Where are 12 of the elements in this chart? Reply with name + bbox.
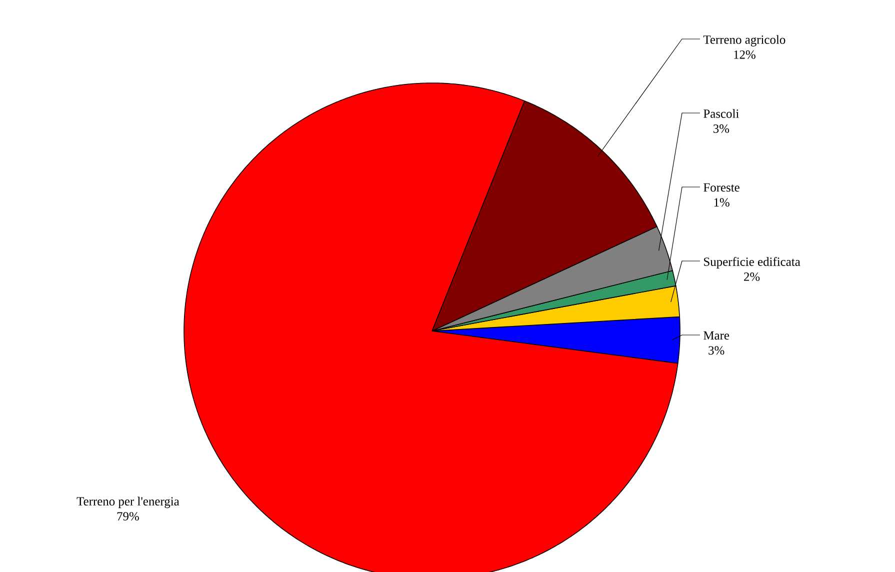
slice-label: Foreste [704, 183, 740, 192]
data-label: 3% [708, 346, 724, 355]
data-label: 2% [744, 272, 760, 281]
data-label: 12% [734, 50, 756, 59]
data-label: 79% [117, 512, 139, 521]
slice-label: Terreno agricolo [703, 35, 786, 46]
slice-label: Terreno per l'energia [76, 496, 180, 508]
slice-label: Mare [704, 331, 730, 340]
data-label: 3% [713, 124, 730, 133]
data-label: 1% [714, 198, 730, 207]
slice-label: Pascoli [704, 109, 739, 118]
slice-label: Superficie edificata [704, 257, 800, 268]
